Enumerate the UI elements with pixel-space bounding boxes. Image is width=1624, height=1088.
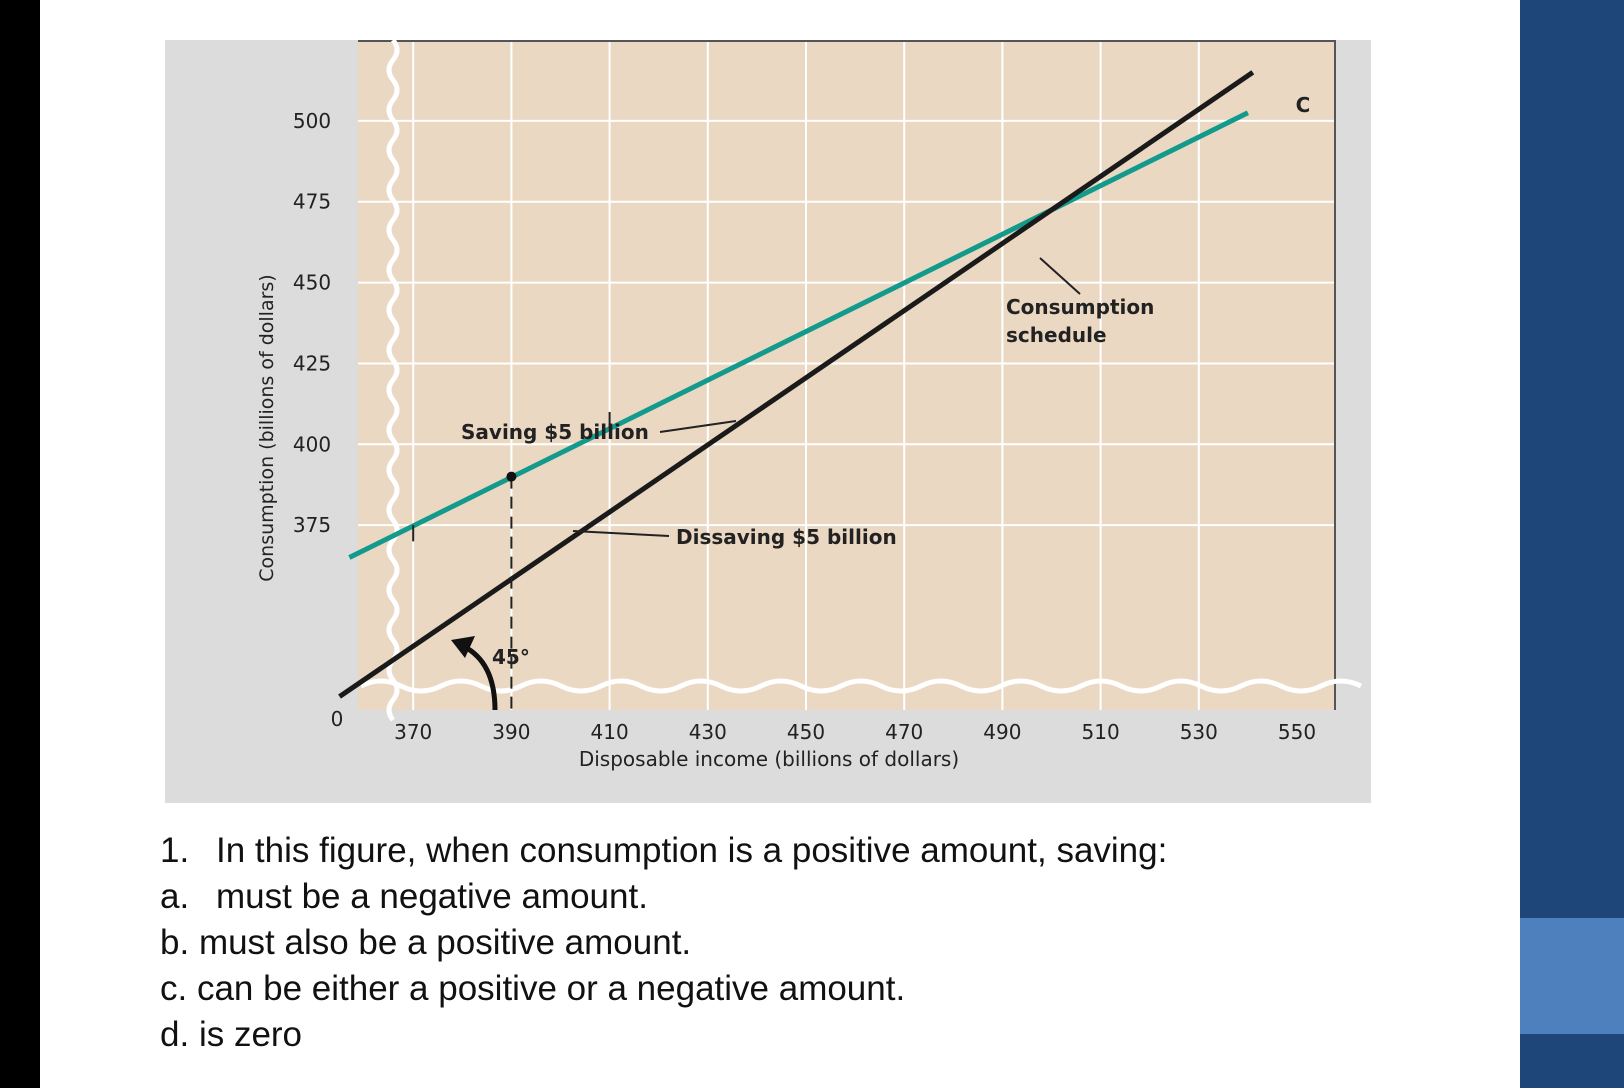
x-tick-label: 510 (1082, 720, 1120, 744)
y-axis-label: Consumption (billions of dollars) (256, 274, 278, 581)
question-stem: 1. In this figure, when consumption is a … (160, 828, 1460, 874)
y-tick-label: 450 (293, 271, 331, 295)
x-tick-label: 410 (591, 720, 629, 744)
x-tick-label: 550 (1278, 720, 1316, 744)
consumption-series-label: C (1296, 93, 1311, 117)
slide: 370 390 410 430 450 470 490 510 530 550 375 400 425 4… (40, 0, 1624, 1088)
x-tick-label: 530 (1180, 720, 1218, 744)
tick-labels: 370 390 410 430 450 470 490 510 530 550 375 400 425 4… (293, 109, 1316, 744)
option-c[interactable]: c. can be either a positive or a negativ… (160, 966, 1460, 1012)
option-marker: d. (160, 1015, 190, 1054)
annotations: C Consumption schedule Saving $5 billion Dis… (451, 93, 1311, 711)
y-tick-label: 425 (293, 351, 331, 375)
y-tick-label: 500 (293, 109, 331, 133)
x-axis-label: Disposable income (billions of dollars) (579, 747, 959, 771)
option-text: must be a negative amount. (216, 877, 648, 916)
consumption-line (348, 110, 1250, 560)
saving-label: Saving $5 billion (461, 420, 649, 444)
chart-panel: 370 390 410 430 450 470 490 510 530 550 375 400 425 4… (165, 40, 1371, 803)
consumption-schedule-label: Consumption (1006, 295, 1154, 319)
option-text: is zero (198, 1015, 303, 1054)
origin-label: 0 (331, 707, 344, 731)
y-axis-break (386, 40, 400, 722)
option-text: must also be a positive amount. (198, 923, 692, 962)
option-a[interactable]: a. must be a negative amount. (160, 874, 1460, 920)
x-tick-label: 390 (492, 720, 530, 744)
angle-label: 45° (492, 645, 530, 669)
option-text: can be either a positive or a negative a… (196, 969, 906, 1008)
series-layer (338, 70, 1255, 712)
grid (358, 40, 1336, 710)
question-block: 1. In this figure, when consumption is a … (160, 828, 1460, 1058)
question-stem-text: In this figure, when consumption is a po… (216, 831, 1168, 870)
x-tick-label: 430 (689, 720, 727, 744)
option-b[interactable]: b. must also be a positive amount. (160, 920, 1460, 966)
dissaving-label: Dissaving $5 billion (676, 525, 897, 549)
angle-arrowhead (451, 636, 475, 658)
break-even-point (506, 471, 517, 482)
option-d[interactable]: d. is zero (160, 1012, 1460, 1058)
slide-sidebar (1520, 0, 1624, 1088)
x-tick-label: 370 (394, 720, 432, 744)
option-marker: b. (160, 923, 190, 962)
x-tick-label: 490 (983, 720, 1021, 744)
forty-five-degree-line (338, 70, 1255, 699)
slide-sidebar-accent (1520, 918, 1624, 1034)
consumption-chart: 370 390 410 430 450 470 490 510 530 550 375 400 425 4… (256, 40, 1363, 771)
x-tick-label: 470 (885, 720, 923, 744)
x-tick-label: 450 (787, 720, 825, 744)
consumption-schedule-leader (1039, 257, 1081, 295)
y-tick-label: 375 (293, 513, 331, 537)
saving-leader (659, 420, 737, 433)
axis-breaks (359, 40, 1363, 722)
option-marker: c. (160, 969, 188, 1008)
y-tick-label: 400 (293, 432, 331, 456)
question-number: 1. (160, 831, 190, 870)
y-tick-label: 475 (293, 190, 331, 214)
x-axis-break (359, 678, 1363, 694)
option-marker: a. (160, 877, 190, 916)
dissaving-leader (572, 530, 670, 537)
consumption-schedule-label: schedule (1006, 323, 1107, 347)
